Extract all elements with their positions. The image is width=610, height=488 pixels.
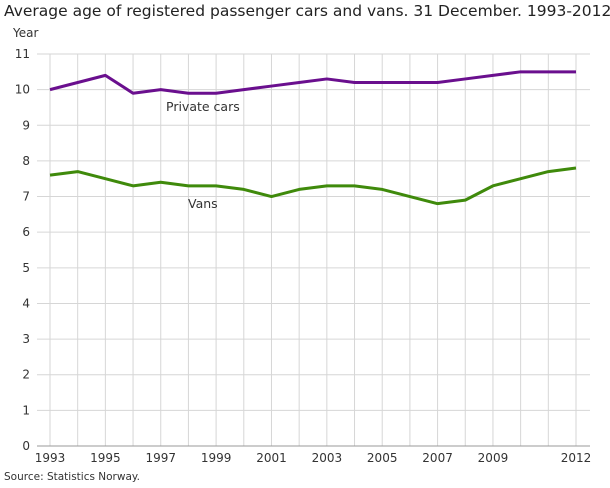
series-line-vans — [49, 166, 577, 206]
y-tick-label: 10 — [15, 83, 30, 97]
y-tick-label: 3 — [22, 332, 30, 346]
series-label: Private cars — [166, 99, 240, 114]
y-tick-label: 6 — [22, 225, 30, 239]
y-tick-label: 11 — [15, 47, 30, 61]
y-tick-label: 8 — [22, 154, 30, 168]
chart-title: Average age of registered passenger cars… — [4, 2, 610, 20]
source-note: Source: Statistics Norway. — [4, 471, 140, 483]
y-tick-label: 9 — [22, 118, 30, 132]
x-tick-label: 2012 — [561, 451, 592, 465]
series-line-private-cars — [49, 70, 576, 95]
y-tick-label: 0 — [22, 439, 30, 453]
y-tick-label: 5 — [22, 261, 30, 275]
x-tick-label: 1995 — [90, 451, 121, 465]
x-tick-label: 2001 — [256, 451, 287, 465]
y-tick-label: 2 — [22, 368, 30, 382]
y-tick-label: 7 — [22, 190, 30, 204]
x-tick-label: 2009 — [478, 451, 509, 465]
x-tick-label: 1997 — [145, 451, 176, 465]
y-axis-label: Year — [12, 26, 38, 40]
series-label: Vans — [188, 196, 218, 211]
y-tick-label: 4 — [22, 296, 30, 310]
x-tick-label: 2007 — [422, 451, 453, 465]
x-tick-label: 1993 — [35, 451, 66, 465]
y-tick-label: 1 — [22, 403, 30, 417]
x-tick-label: 2003 — [312, 451, 343, 465]
x-tick-label: 1999 — [201, 451, 232, 465]
x-tick-label: 2005 — [367, 451, 398, 465]
